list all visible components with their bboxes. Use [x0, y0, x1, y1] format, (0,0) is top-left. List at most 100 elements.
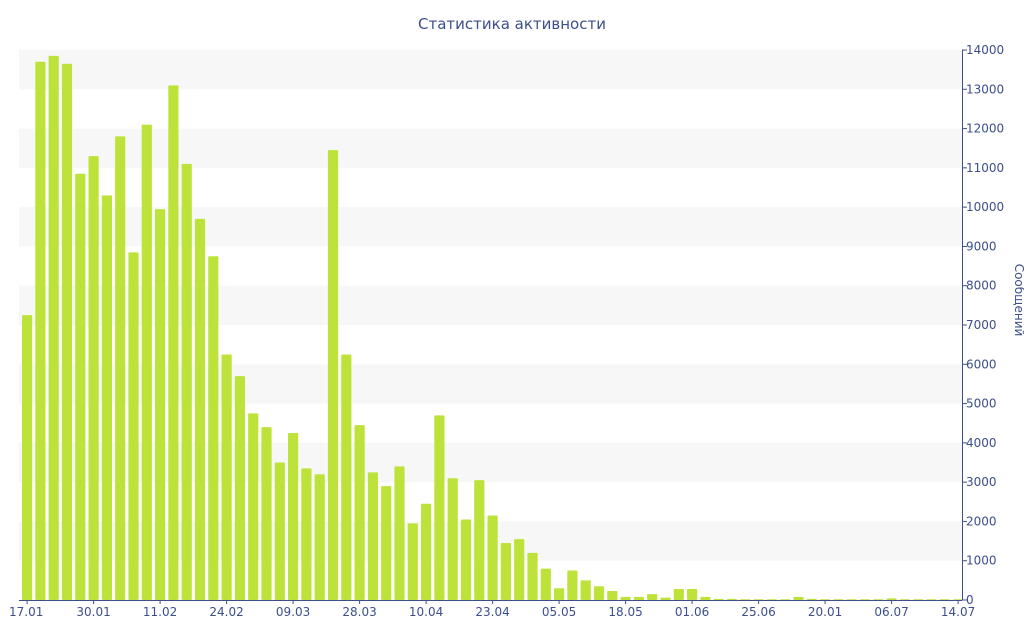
bar — [514, 539, 525, 600]
x-tick-label: 14.07 — [941, 605, 975, 619]
bar — [780, 599, 791, 600]
bar — [673, 589, 684, 600]
bar — [22, 315, 33, 600]
bar — [474, 480, 485, 600]
y-tick-label: 7000 — [966, 318, 997, 332]
y-tick-label: 9000 — [966, 239, 997, 253]
bar — [846, 599, 857, 600]
bar — [88, 156, 99, 600]
y-tick-label: 10000 — [966, 200, 1004, 214]
bar — [367, 472, 378, 600]
bar — [314, 474, 325, 600]
bar — [407, 523, 418, 600]
x-tick-label: 25.06 — [741, 605, 775, 619]
bar — [859, 599, 871, 600]
bar — [806, 598, 817, 600]
y-tick-label: 5000 — [966, 397, 997, 411]
x-tick-label: 05.05 — [542, 605, 576, 619]
bar — [115, 136, 126, 600]
bar — [61, 63, 73, 600]
bar — [181, 163, 192, 600]
bar — [261, 427, 272, 600]
bar — [288, 433, 299, 600]
x-tick-label: 01.06 — [675, 605, 709, 619]
y-tick-label: 11000 — [966, 161, 1004, 175]
bar — [873, 599, 884, 600]
bar — [394, 466, 405, 600]
bar — [913, 599, 924, 600]
bar — [939, 599, 950, 600]
y-tick-label: 8000 — [966, 279, 997, 293]
bar — [447, 478, 458, 600]
bar — [593, 586, 605, 600]
bar — [753, 599, 764, 600]
bar — [633, 596, 644, 600]
x-tick-label: 10.04 — [409, 605, 443, 619]
bar — [620, 596, 631, 600]
bar — [381, 486, 392, 600]
y-tick-label: 13000 — [966, 82, 1004, 96]
bar — [580, 580, 591, 600]
bar — [274, 462, 285, 600]
grid-band — [19, 128, 962, 168]
x-tick-label: 06.07 — [874, 605, 908, 619]
bar — [567, 570, 578, 600]
chart-title: Статистика активности — [418, 15, 606, 33]
x-tick-label: 20.01 — [808, 605, 842, 619]
bar — [726, 598, 738, 600]
bar — [926, 599, 937, 600]
x-tick-label: 11.02 — [143, 605, 177, 619]
bar — [301, 468, 312, 600]
bar — [527, 552, 538, 600]
y-tick-label: 3000 — [966, 475, 997, 489]
bar — [500, 543, 511, 600]
x-tick-label: 17.01 — [9, 605, 43, 619]
y-tick-label: 6000 — [966, 357, 997, 371]
grid-band — [19, 50, 962, 90]
bar — [700, 596, 711, 600]
bar — [35, 61, 46, 601]
bar — [354, 425, 365, 600]
bar — [460, 519, 472, 600]
bar — [434, 415, 445, 600]
bar — [341, 354, 352, 600]
x-tick-label: 28.03 — [342, 605, 376, 619]
x-tick-label: 23.04 — [475, 605, 509, 619]
y-tick-label: 14000 — [966, 43, 1004, 57]
y-tick-label: 2000 — [966, 514, 997, 528]
bar — [766, 599, 777, 600]
bar — [740, 599, 751, 600]
bar — [168, 85, 179, 601]
bar — [234, 376, 245, 600]
bar — [713, 598, 724, 600]
y-tick-label: 1000 — [966, 554, 997, 568]
bar — [194, 218, 206, 600]
y-axis-title: Сообщений — [1012, 264, 1024, 337]
bar — [820, 599, 831, 600]
y-tick-label: 4000 — [966, 436, 997, 450]
bar — [660, 597, 671, 600]
x-tick-label: 09.03 — [276, 605, 310, 619]
bar — [647, 594, 658, 600]
x-tick-label: 24.02 — [209, 605, 243, 619]
bar — [833, 599, 844, 600]
bar — [327, 150, 339, 600]
bar — [208, 256, 219, 600]
bar — [899, 599, 910, 600]
bar — [687, 589, 698, 600]
bar — [793, 596, 804, 600]
y-tick-label: 0 — [966, 593, 974, 607]
bar — [48, 55, 59, 600]
y-tick-label: 12000 — [966, 122, 1004, 136]
bar — [487, 515, 498, 600]
bar — [101, 195, 112, 601]
bar — [128, 252, 139, 600]
bar — [554, 588, 565, 600]
bar — [155, 209, 166, 601]
bar — [886, 598, 897, 600]
bar — [141, 124, 152, 600]
bar — [607, 590, 618, 600]
x-tick-label: 30.01 — [76, 605, 110, 619]
bar — [248, 413, 259, 600]
